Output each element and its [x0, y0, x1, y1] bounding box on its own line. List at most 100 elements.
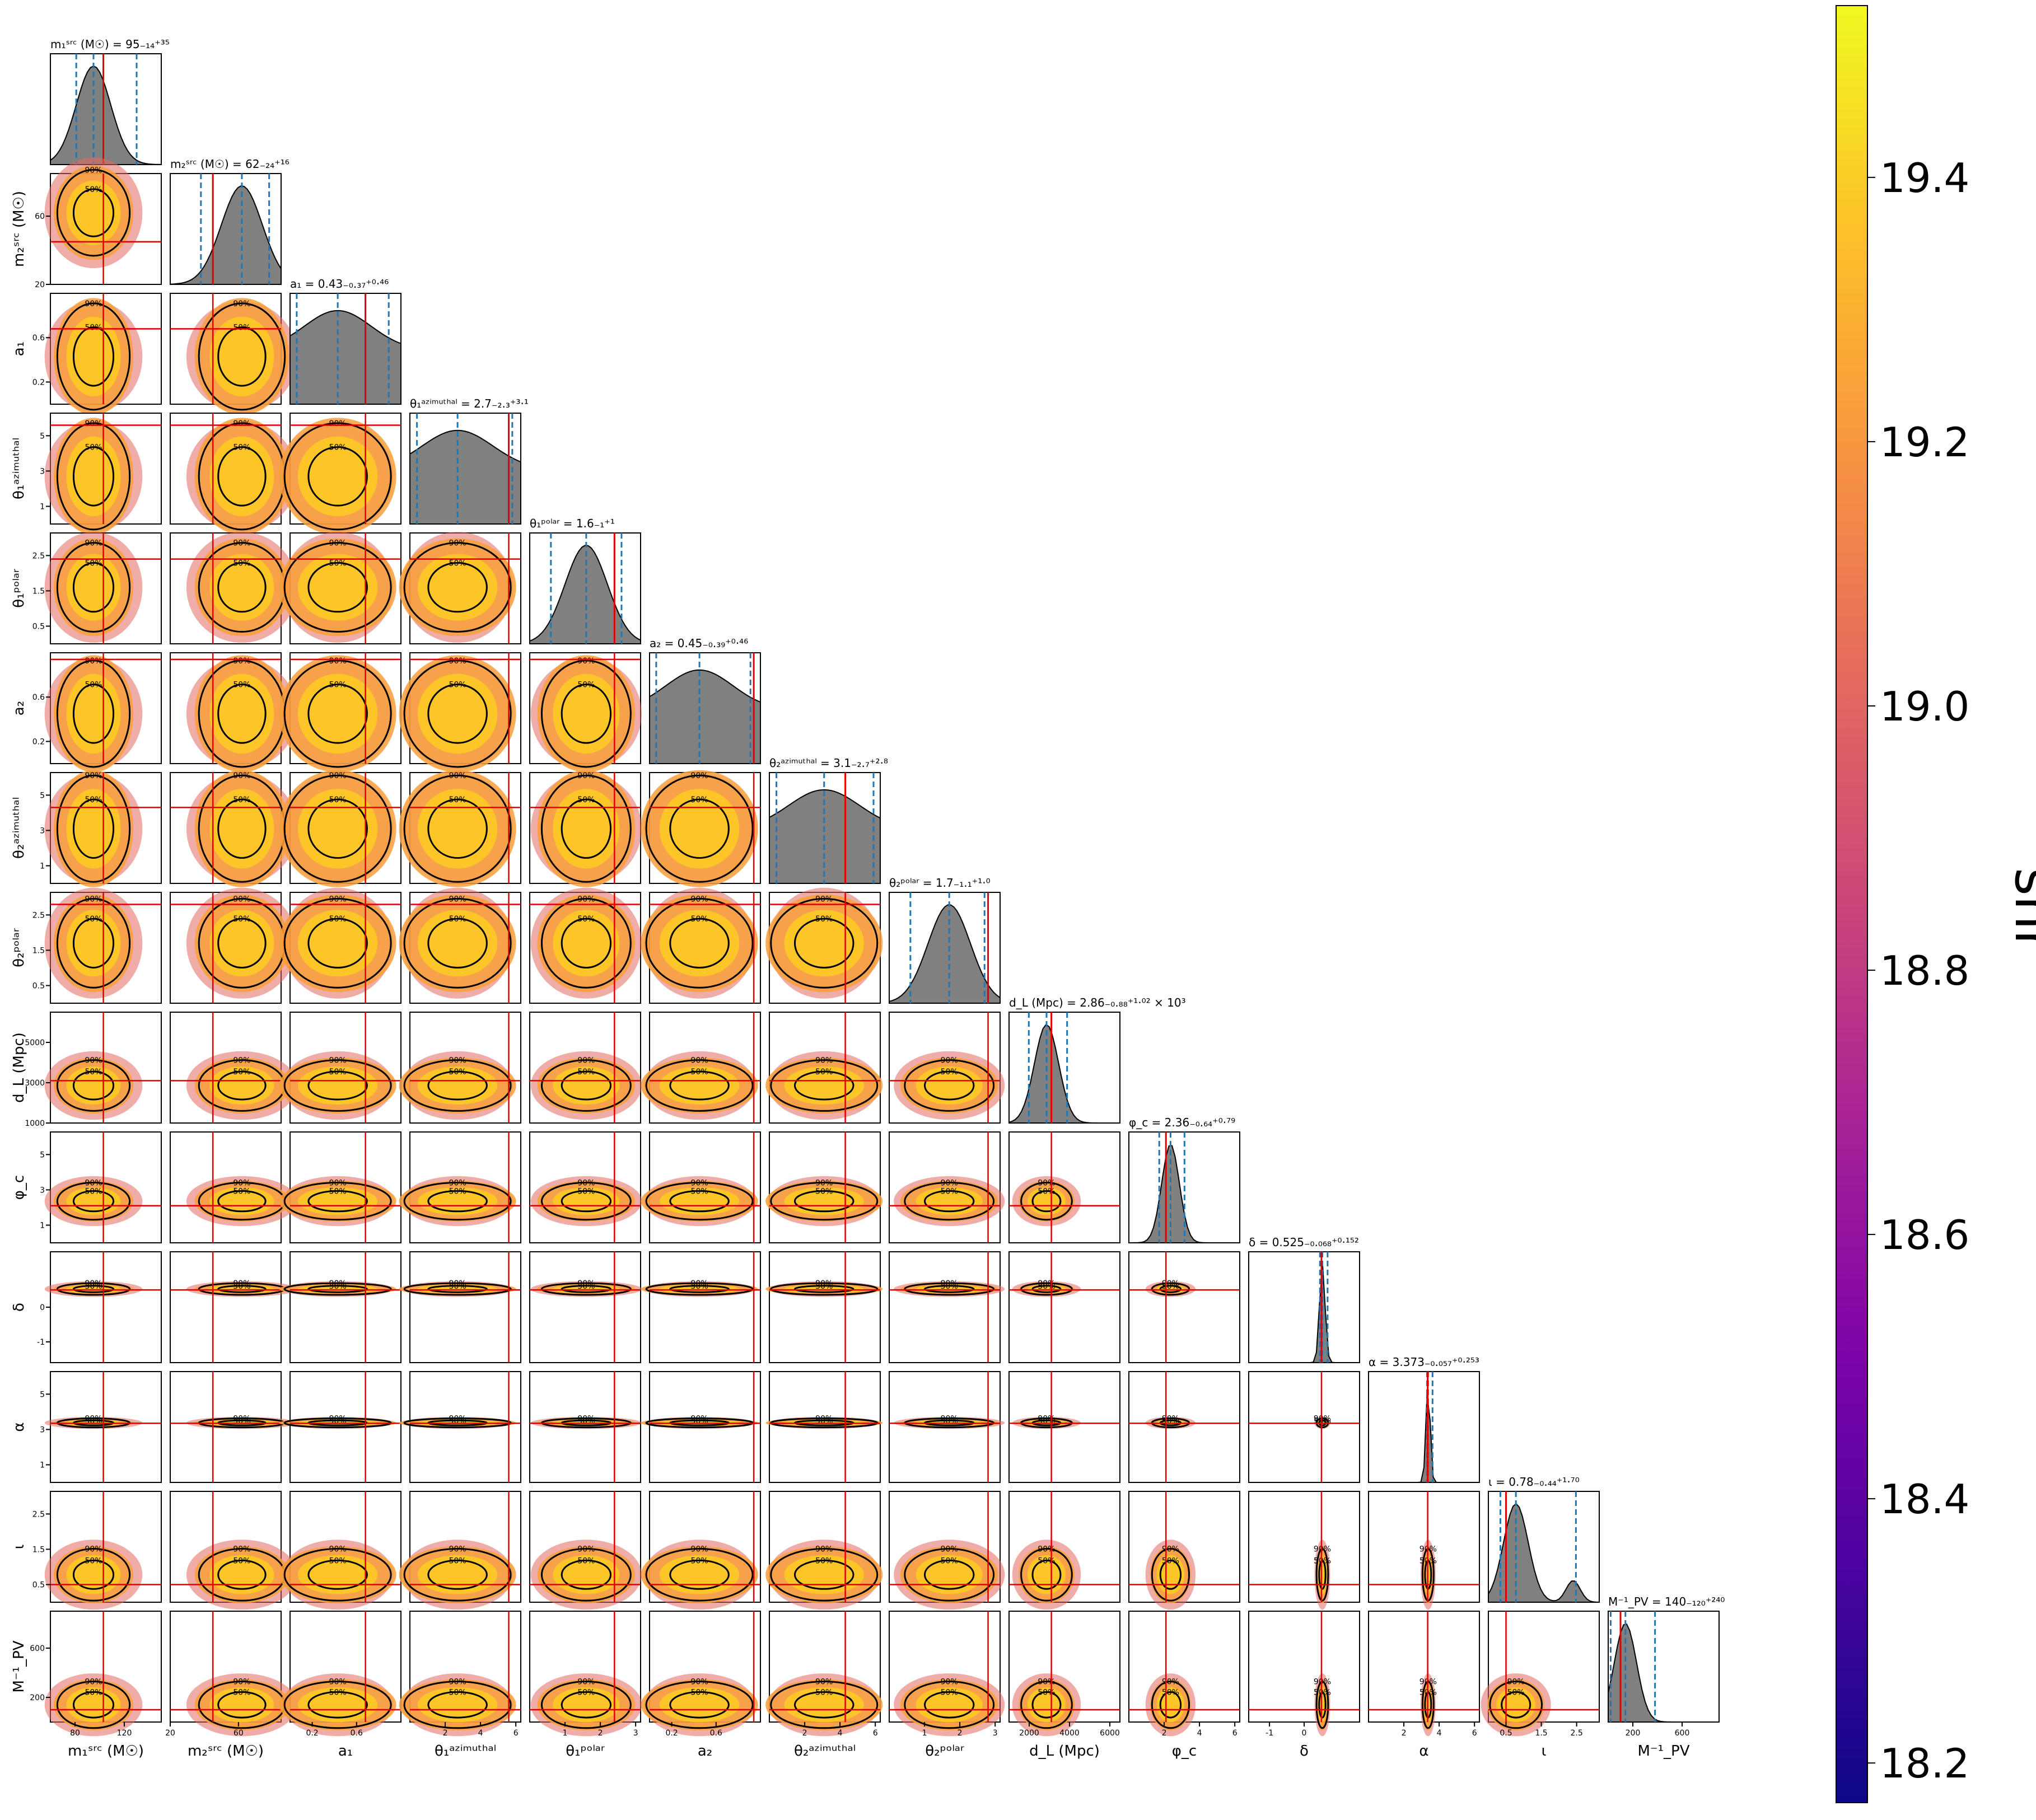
contour-label-90: 90% [449, 1056, 466, 1065]
density-core [297, 910, 378, 977]
contour-label-50: 50% [329, 796, 347, 804]
sample-density [641, 887, 758, 999]
contour-90 [56, 1547, 131, 1602]
colorbar-ticks: 18.2 18.4 18.6 18.8 19.0 19.2 19.4 [1867, 155, 1969, 1787]
x-axis-label-th1p: θ₁ᵖᵒˡᵃʳ [566, 1743, 605, 1760]
contour-label-90: 90% [577, 1279, 595, 1288]
scatter-phic-vs-th2p: 90%50% [889, 1131, 1005, 1243]
contour-90 [904, 1547, 995, 1602]
scatter-iota-vs-delta: 90%50% [1248, 1491, 1360, 1610]
density-core [297, 554, 378, 621]
scatter-dl-vs-th1a: 90%50% [399, 1012, 521, 1124]
contour-label-90: 90% [449, 771, 466, 780]
contour-90 [1151, 1282, 1190, 1296]
y-axis-label-th2a: θ₂ᵃᶻⁱᵐᵘᵗʰᵃˡ [11, 797, 27, 859]
scatter-th1p-vs-th1a: 90% 50% [399, 532, 521, 644]
contour-label-50: 50% [1314, 1416, 1331, 1425]
scatter-delta-vs-th2p: 90%50% [889, 1251, 1005, 1363]
colorbar-tick-label: 19.0 [1880, 683, 1969, 730]
scatter-iota-vs-alpha: 90%50% [1368, 1491, 1480, 1610]
contour-50 [427, 1691, 488, 1719]
contour-label-50: 50% [233, 796, 250, 804]
y-ticks-mpv: 200 600 [30, 1644, 50, 1702]
contour-label-50: 50% [449, 1688, 466, 1697]
contour-label-50: 50% [691, 1068, 708, 1077]
scatter-a2-vs-m1: 90% 50% [44, 652, 162, 773]
scatter-phic-vs-th1a: 90%50% [399, 1131, 521, 1243]
scatter-dl-vs-m2: 90%50% [170, 1012, 297, 1124]
contour-label-50: 50% [577, 681, 595, 690]
contour-90 [904, 1282, 995, 1296]
contour-label-50: 50% [691, 1688, 708, 1697]
scatter-th1a-vs-a1: 90% 50% [279, 413, 401, 535]
contour-90 [283, 1547, 392, 1602]
y-tick-label: 1 [40, 1461, 45, 1470]
contour-90 [283, 1282, 392, 1296]
contour-90 [645, 897, 754, 989]
y-tick-label: 5 [40, 791, 45, 800]
panel-frame [529, 1251, 641, 1363]
contour-50 [427, 684, 488, 744]
contour-90 [904, 1681, 995, 1729]
contour-90 [540, 897, 632, 989]
contour-label-90: 90% [329, 1056, 347, 1065]
sample-density [186, 418, 297, 535]
contour-label-90: 90% [329, 771, 347, 780]
y-tick-label: 1.5 [32, 1545, 45, 1554]
contour-90 [645, 1681, 754, 1729]
scatter-th1p-vs-a1: 90% 50% [279, 532, 401, 644]
contour-90 [1020, 1282, 1073, 1296]
contour-label-90: 90% [941, 1279, 958, 1288]
density-core [209, 436, 274, 517]
x-ticks-iota: 0.5 1.5 2.5 [1500, 1722, 1583, 1738]
y-ticks-th1p: 0.5 1.5 2.5 [32, 551, 50, 631]
contour-50 [669, 1691, 730, 1719]
density-core [297, 673, 378, 754]
contour-90 [403, 542, 512, 633]
contour-label-90: 90% [577, 895, 595, 904]
contour-50 [793, 1691, 854, 1719]
contour-label-90: 90% [577, 1415, 595, 1424]
x-ticks-phic: 2 4 6 [1162, 1722, 1238, 1738]
contour-50 [307, 562, 368, 613]
colorbar-tick-label: 18.8 [1880, 947, 1969, 994]
contour-label-90: 90% [233, 1678, 250, 1687]
contour-label-90: 90% [449, 1678, 466, 1687]
contour-90 [403, 897, 512, 989]
x-tick-label: 6 [873, 1729, 878, 1738]
y-tick-label: 5000 [25, 1038, 45, 1047]
contour-50 [1318, 1559, 1327, 1590]
contour-90 [403, 1059, 512, 1112]
scatter-mpv-vs-delta: 90%50% [1248, 1611, 1360, 1737]
contour-50 [427, 1559, 488, 1590]
contour-90 [56, 169, 131, 257]
contour-50 [72, 446, 115, 507]
histogram-title: θ₂ᵖᵒˡᵃʳ = 1.7₋₁.₁⁺¹·⁰ [889, 876, 991, 890]
x-ticks-m2: 20 60 [165, 1722, 244, 1738]
y-tick-label: -1 [37, 1338, 45, 1347]
contour-50 [1159, 1559, 1182, 1590]
contour-90 [56, 1059, 131, 1112]
y-axis-label-delta: δ [11, 1303, 27, 1312]
x-tick-label: 2 [443, 1729, 448, 1738]
x-tick-label: 2 [1162, 1729, 1167, 1738]
density-core [417, 910, 498, 977]
y-tick-label: 2.5 [32, 911, 45, 920]
y-axis-label-th2p: θ₂ᵖᵒˡᵃʳ [11, 928, 27, 967]
contour-50 [72, 684, 115, 744]
contour-label-90: 90% [85, 1056, 102, 1065]
scatter-iota-vs-m2: 90%50% [170, 1491, 297, 1610]
contour-label-50: 50% [449, 559, 466, 568]
contour-label-90: 90% [233, 1279, 250, 1288]
colorbar-tick-label: 18.6 [1880, 1211, 1969, 1258]
contour-50 [72, 326, 115, 387]
contour-label-90: 90% [329, 657, 347, 666]
contour-50 [669, 1559, 730, 1590]
colorbar-tick-label: 18.2 [1880, 1740, 1969, 1787]
contour-90 [770, 897, 879, 989]
scatter-mpv-vs-m1: 90%50% [44, 1611, 162, 1737]
histogram-bars [649, 669, 761, 764]
x-axis-label-th1a: θ₁ᵃᶻⁱᵐᵘᵗʰᵃˡ [435, 1743, 496, 1760]
x-tick-label: 1 [922, 1729, 927, 1738]
scatter-alpha-vs-m2: 90%50% [170, 1371, 297, 1483]
